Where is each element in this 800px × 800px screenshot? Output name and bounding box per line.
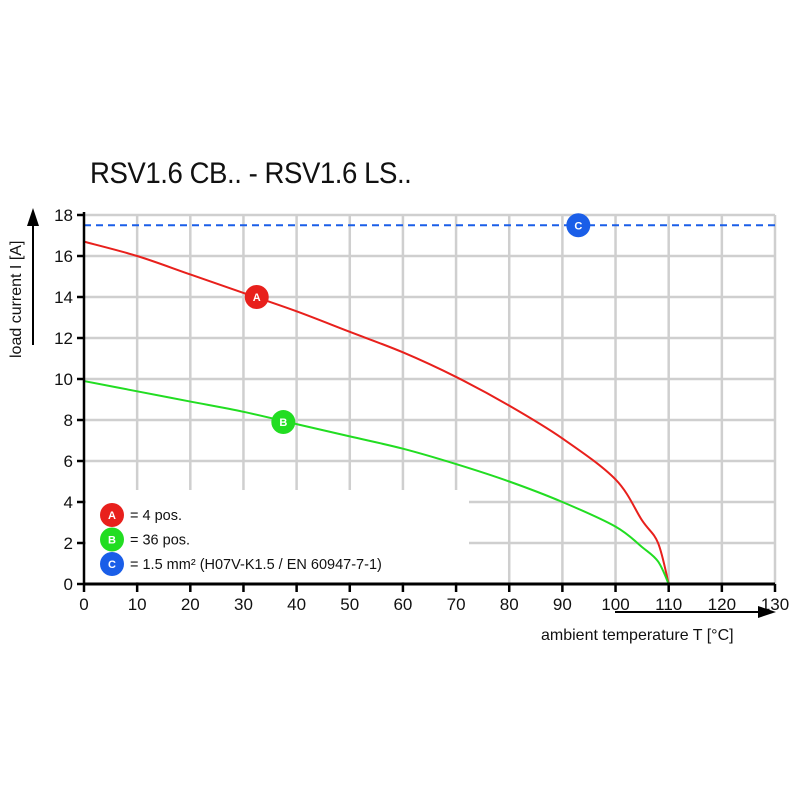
marker-B: B — [271, 410, 296, 435]
y-tick-label: 8 — [64, 411, 73, 430]
axes: 0 10 20 30 40 50 60 70 80 90 100 110 120 130 0 2 4 6 8 10 12… — [27, 206, 789, 618]
legend-marker-B: B — [100, 527, 124, 552]
y-tick-label: 14 — [54, 288, 73, 307]
x-tick-label: 70 — [447, 595, 466, 614]
marker-B-circle — [271, 410, 296, 435]
series-lines — [83, 224, 775, 585]
x-tick-label: 20 — [181, 595, 200, 614]
x-tick-label: 100 — [601, 595, 629, 614]
y-tick-label: 16 — [54, 247, 73, 266]
x-arrow-icon — [758, 606, 776, 618]
legend: = 4 pos. = 36 pos. = 1.5 mm² (H07V-K1.5 / … — [130, 508, 382, 573]
legend-label-A: = 4 pos. — [130, 508, 182, 524]
marker-A: A — [244, 285, 269, 309]
x-tick-label: 60 — [393, 595, 412, 614]
x-tick-label: 120 — [708, 595, 736, 614]
x-tick-label: 30 — [234, 595, 253, 614]
legend-marker-C-circle — [100, 552, 124, 576]
marker-A-letter: A — [253, 292, 261, 304]
marker-C-letter: C — [574, 220, 582, 232]
x-tick-label: 130 — [761, 595, 789, 614]
y-tick-label: 12 — [54, 329, 73, 348]
legend-marker-A-circle — [100, 503, 124, 527]
y-tick-label: 4 — [64, 493, 73, 512]
x-tick-label: 10 — [128, 595, 147, 614]
y-tick-label: 18 — [54, 206, 73, 225]
x-tick-label: 110 — [655, 595, 682, 614]
y-axis-label: load current I [A] — [8, 241, 25, 358]
x-tick-label: 40 — [287, 595, 306, 614]
y-arrow-icon — [27, 208, 39, 226]
legend-label-C: = 1.5 mm² (H07V-K1.5 / EN 60947-7-1) — [130, 557, 382, 573]
y-tick-label: 0 — [64, 575, 73, 594]
marker-C-circle — [566, 213, 591, 238]
legend-marker-A-letter: A — [108, 510, 116, 522]
legend-marker-C: C — [100, 552, 124, 576]
marker-B-letter: B — [279, 417, 287, 429]
legend-label-B: = 36 pos. — [130, 533, 190, 549]
legend-marker-C-letter: C — [108, 559, 116, 571]
x-axis-label: ambient temperature T [°C] — [541, 627, 734, 644]
x-tick-label: 0 — [79, 595, 88, 614]
legend-marker-B-circle — [100, 527, 124, 552]
legend-marker-A: A — [100, 503, 124, 527]
x-tick-label: 50 — [340, 595, 359, 614]
x-tick-label: 80 — [500, 595, 519, 614]
legend-marker-B-letter: B — [108, 535, 116, 547]
series-line-B — [83, 380, 670, 585]
x-tick-label: 90 — [553, 595, 572, 614]
marker-A-circle — [244, 285, 269, 309]
y-tick-label: 10 — [54, 370, 73, 389]
chart-title: RSV1.6 CB.. - RSV1.6 LS.. — [90, 157, 412, 190]
marker-C: C — [566, 213, 591, 238]
series-line-A — [83, 240, 670, 585]
y-tick-label: 6 — [64, 452, 73, 471]
y-tick-label: 2 — [64, 534, 73, 553]
legend-box — [86, 490, 469, 582]
